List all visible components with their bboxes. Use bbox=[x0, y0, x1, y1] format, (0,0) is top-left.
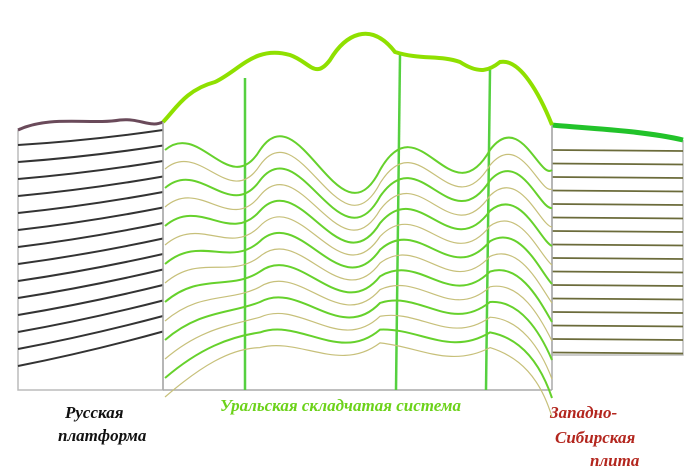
stratum-line bbox=[551, 203, 684, 206]
stratum-line bbox=[164, 296, 553, 361]
stratum-line bbox=[17, 330, 164, 367]
stratum-line bbox=[551, 351, 684, 355]
stratum-line bbox=[164, 312, 553, 380]
surface bbox=[17, 118, 164, 132]
stratum-line bbox=[164, 264, 553, 323]
stratum-line bbox=[17, 160, 164, 180]
stratum-line bbox=[551, 162, 684, 166]
stratum-line bbox=[17, 222, 164, 248]
stratum-line bbox=[17, 129, 164, 146]
stratum-line bbox=[17, 144, 164, 163]
label-left: Русская bbox=[64, 403, 124, 422]
stratum-line bbox=[551, 311, 684, 314]
stratum-line bbox=[164, 199, 553, 247]
stratum-line bbox=[164, 342, 553, 418]
stratum-line bbox=[164, 216, 553, 266]
stratum-line bbox=[551, 176, 684, 179]
stratum-line bbox=[17, 206, 164, 231]
russian-platform-block bbox=[17, 118, 164, 391]
stratum-line bbox=[17, 315, 164, 350]
stratum-line bbox=[551, 216, 684, 220]
stratum-line bbox=[17, 299, 164, 333]
stratum-line bbox=[551, 243, 684, 247]
stratum-line bbox=[17, 253, 164, 282]
label-right: Сибирская bbox=[555, 428, 635, 447]
stratum-line bbox=[164, 280, 553, 342]
block-outline bbox=[551, 125, 684, 356]
stratum-line bbox=[17, 175, 164, 197]
stratum-line bbox=[164, 328, 553, 399]
stratum-line bbox=[551, 284, 684, 287]
stratum-line bbox=[551, 149, 684, 152]
stratum-line bbox=[551, 324, 684, 328]
stratum-line bbox=[551, 257, 684, 260]
stratum-line bbox=[551, 230, 684, 233]
fault bbox=[394, 54, 402, 391]
stratum-line bbox=[17, 284, 164, 316]
stratum-line bbox=[17, 191, 164, 214]
stratum-line bbox=[164, 151, 553, 206]
label-right: Западно- bbox=[549, 403, 617, 422]
stratum-line bbox=[164, 248, 553, 304]
stratum-line bbox=[164, 184, 553, 231]
stratum-line bbox=[164, 167, 553, 219]
stratum-line bbox=[164, 135, 553, 194]
label-left: платформа bbox=[58, 426, 147, 445]
stratum-line bbox=[551, 189, 684, 193]
stratum-line bbox=[17, 268, 164, 299]
stratum-line bbox=[164, 232, 553, 285]
mountain-surface bbox=[161, 31, 554, 126]
surface bbox=[551, 122, 684, 143]
label-center: Уральская складчатая система bbox=[220, 396, 462, 415]
stratum-line bbox=[551, 297, 684, 301]
label-right: плита bbox=[590, 451, 640, 470]
stratum-line bbox=[551, 338, 684, 341]
ural-fold-system-block bbox=[161, 31, 554, 418]
stratum-line bbox=[17, 237, 164, 265]
west-siberian-plate-block bbox=[551, 122, 684, 356]
stratum-line bbox=[551, 270, 684, 274]
fault bbox=[484, 69, 492, 391]
